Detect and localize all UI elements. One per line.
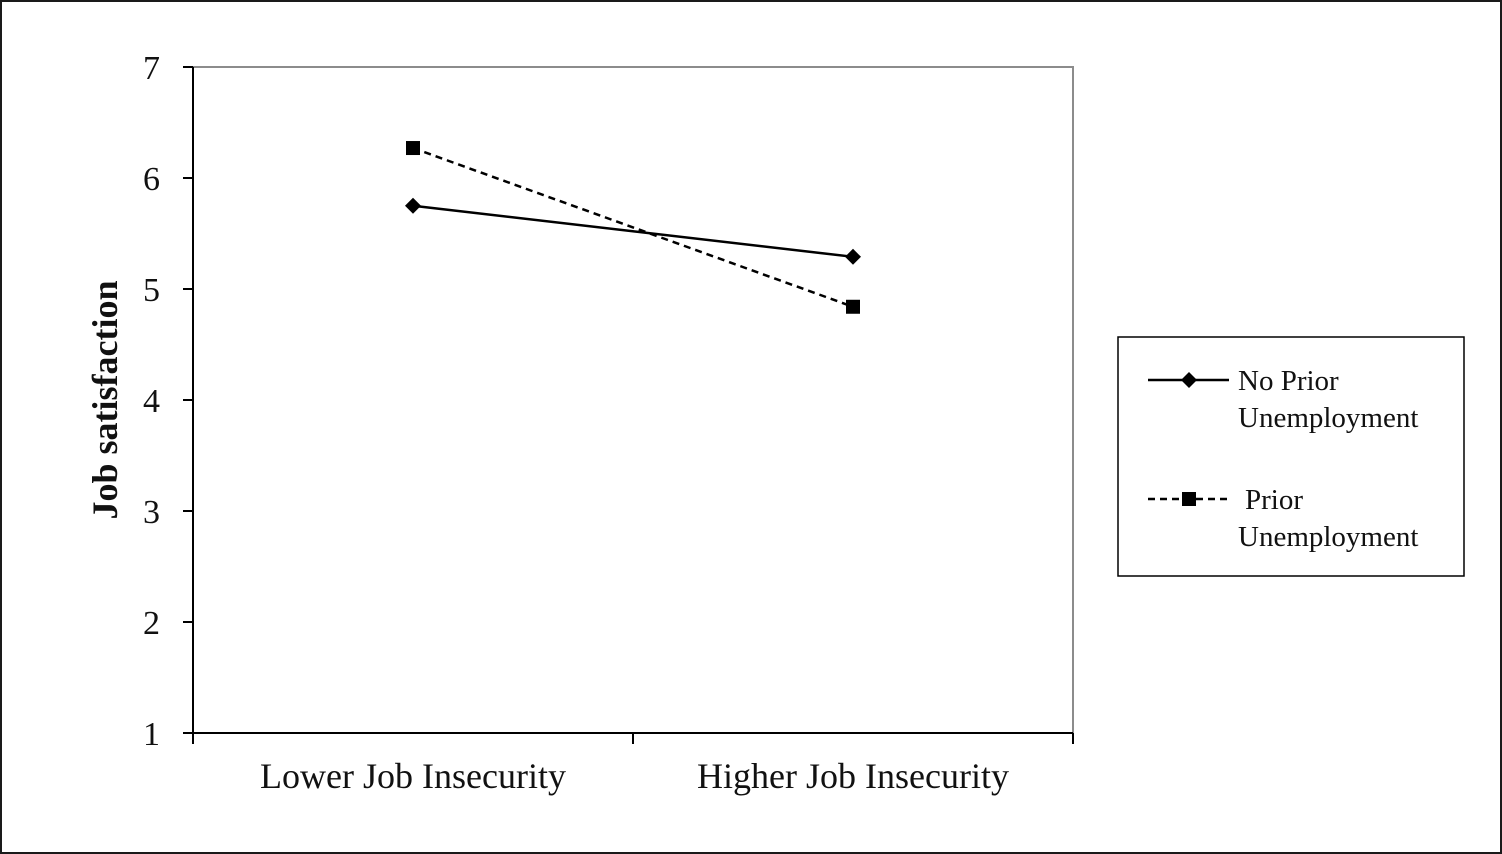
y-axis-label: Job satisfaction bbox=[85, 280, 125, 519]
plot-area bbox=[192, 66, 1074, 734]
series-line bbox=[412, 204, 854, 259]
y-tick-label: 3 bbox=[143, 494, 160, 531]
data-point-diamond bbox=[405, 197, 421, 214]
series-layer bbox=[405, 141, 861, 314]
legend-label-line2: Unemployment bbox=[1238, 521, 1418, 553]
legend-label-line1: No Prior bbox=[1238, 365, 1339, 397]
legend-diamond-marker bbox=[1181, 372, 1197, 388]
legend-label-line2: Unemployment bbox=[1238, 402, 1418, 434]
x-ticks: Lower Job Insecurity Higher Job Insecurit… bbox=[192, 733, 1074, 796]
y-tick-label: 1 bbox=[143, 716, 160, 753]
legend-label-line1: Prior bbox=[1245, 484, 1303, 516]
x-category-label: Lower Job Insecurity bbox=[260, 756, 566, 796]
series-line bbox=[412, 146, 854, 308]
y-tick-label: 4 bbox=[143, 383, 160, 420]
data-point-square bbox=[406, 141, 420, 156]
y-tick-label: 7 bbox=[143, 50, 160, 87]
legend-box bbox=[1117, 336, 1465, 577]
legend-square-marker bbox=[1182, 492, 1196, 506]
y-tick-label: 6 bbox=[143, 161, 160, 198]
x-category-label: Higher Job Insecurity bbox=[697, 756, 1009, 796]
data-point-diamond bbox=[845, 248, 861, 265]
legend-entry-no-prior: No Prior Unemployment bbox=[1148, 365, 1418, 434]
y-tick-label: 5 bbox=[143, 272, 160, 309]
legend: No Prior Unemployment Prior Unemployment bbox=[1117, 336, 1465, 577]
legend-entry-prior: Prior Unemployment bbox=[1148, 484, 1418, 553]
y-ticks: 1 2 3 4 5 6 7 bbox=[143, 50, 193, 753]
y-tick-label: 2 bbox=[143, 605, 160, 642]
data-point-square bbox=[846, 299, 860, 314]
